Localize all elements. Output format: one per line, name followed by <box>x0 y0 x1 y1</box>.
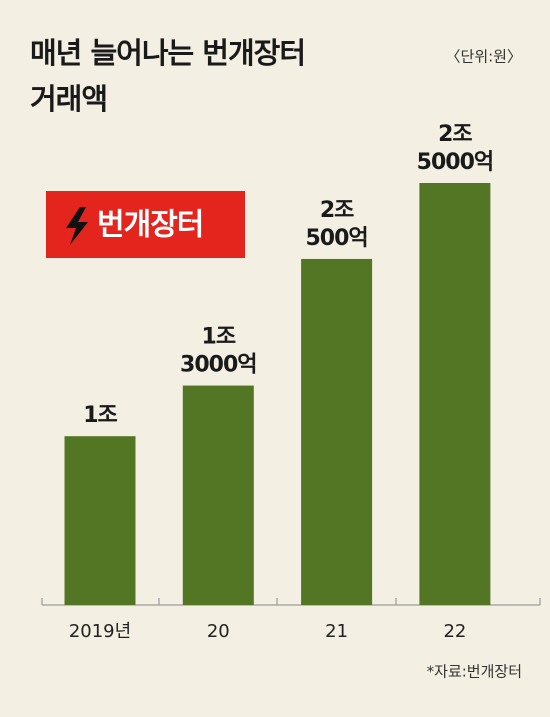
chart-title: 거래액 <box>30 82 107 116</box>
x-tick-label: 21 <box>325 621 348 642</box>
bar <box>419 183 491 605</box>
x-tick-label: 20 <box>207 621 230 642</box>
value-label: 2조 <box>438 122 472 147</box>
logo-box: 번개장터 <box>46 191 245 258</box>
source-note: *자료:번개장터 <box>427 663 522 681</box>
value-label: 1조 <box>83 403 117 428</box>
value-label: 2조 <box>320 198 354 223</box>
bar <box>301 258 373 605</box>
chart-title: 매년 늘어나는 번개장터 <box>30 36 305 70</box>
bar <box>64 436 136 605</box>
unit-note: 〈단위:원〉 <box>446 48 522 66</box>
value-label: 3000억 <box>180 353 256 378</box>
x-tick-label: 2019년 <box>69 621 131 642</box>
value-label: 5000억 <box>417 150 493 175</box>
logo-text: 번개장터 <box>97 208 203 243</box>
logo-icon <box>66 207 88 245</box>
bar <box>182 385 254 605</box>
x-tick-label: 22 <box>443 621 466 642</box>
value-label: 500억 <box>306 226 368 251</box>
value-label: 1조 <box>202 325 236 350</box>
axis-ticks <box>41 598 541 605</box>
